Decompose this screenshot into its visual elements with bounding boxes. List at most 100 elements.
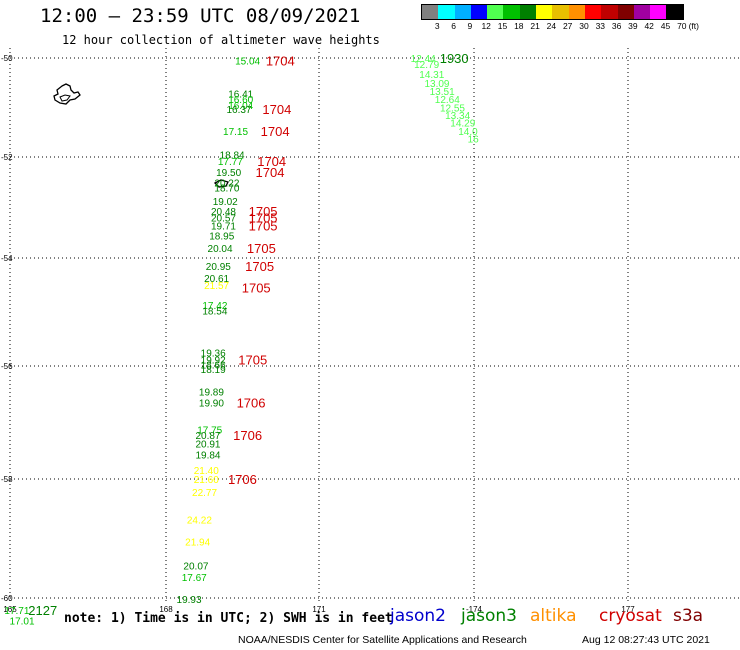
pass-time-label: 1704: [256, 165, 285, 180]
wave-height-label: 20.07: [183, 561, 208, 572]
wave-height-label: 18.95: [209, 231, 234, 242]
latitude-labels: -50 -52 -54 -56 -58 -60: [1, 54, 13, 603]
color-scale-label: 42: [644, 21, 654, 31]
wave-height-label: 24.22: [187, 515, 212, 526]
color-scale-cell: [536, 5, 553, 19]
wave-height-label: 20.87: [195, 431, 220, 442]
chart-subtitle: 12 hour collection of altimeter wave hei…: [62, 33, 380, 47]
wave-height-label: 16.37: [226, 105, 251, 116]
wave-height-label: 19.92: [201, 356, 226, 367]
pass-time-label: 1706: [237, 396, 266, 411]
pass-time-label: 1705: [247, 241, 276, 256]
wave-height-label: 19.71: [211, 222, 236, 233]
wave-height-label: 17.75: [197, 425, 222, 436]
pass-time-label: 2127: [28, 603, 57, 618]
wave-height-label: 12.79: [414, 60, 439, 71]
pass-time-label: 1705: [249, 204, 278, 219]
pass-time-label: 1704: [257, 154, 286, 169]
longitude-label: 171: [312, 605, 326, 614]
units-note: note: 1) Time is in UTC; 2) SWH is in fe…: [64, 611, 393, 626]
latitude-label: -60: [1, 594, 13, 603]
color-scale-label: 33: [595, 21, 606, 31]
satellite-altika-label: altika: [530, 606, 577, 626]
color-scale-cell: [470, 5, 488, 19]
latitude-label: -56: [1, 362, 13, 371]
latitude-label: -58: [1, 475, 13, 484]
wave-height-label: 20.22: [214, 178, 239, 189]
color-scale-label: 27: [562, 21, 573, 31]
color-scale-label: 12: [481, 21, 491, 31]
wave-height-label: 18.70: [214, 183, 239, 194]
satellite-s3a-label: s3a: [673, 606, 704, 626]
footer-credit: NOAA/NESDIS Center for Satellite Applica…: [238, 634, 527, 646]
pass-time-label: 1704: [266, 53, 295, 68]
wave-height-label: 18.84: [220, 151, 245, 162]
pass-time-label: 1930: [440, 51, 469, 66]
pass-time-label: 1705: [242, 281, 271, 296]
wave-height-label: 16.60: [228, 95, 253, 106]
wave-height-label: 22.77: [192, 488, 217, 499]
color-scale-cell: [487, 5, 504, 19]
satellite-jason2-label: jason2: [390, 606, 446, 626]
color-scale-label: 15: [497, 21, 508, 31]
wave-height-label: 20.61: [204, 274, 229, 285]
pass-time-label: 1704: [261, 124, 290, 139]
pass-time-label: 1704: [262, 102, 291, 117]
longitude-label: 168: [159, 605, 173, 614]
color-scale-cell: [552, 5, 569, 19]
color-scale-label: 9: [467, 21, 473, 31]
color-scale-cell: [584, 5, 602, 19]
wave-height-label: 19.50: [216, 168, 241, 179]
color-scale-labels: 3 6 9 12 15 18 21 24 27 30 33 36 39 42 45 70 (ft): [421, 20, 699, 34]
color-scale-label: 39: [628, 21, 638, 31]
wave-height-label: 16.04: [228, 101, 253, 112]
color-scale-cell: [422, 5, 439, 19]
wave-height-label: 19.90: [199, 399, 224, 410]
wave-height-label: 17.15: [223, 127, 248, 138]
wave-height-label: 20.57: [211, 214, 236, 225]
wave-height-label: 21.40: [194, 466, 219, 477]
wave-height-label: 21.94: [185, 537, 210, 548]
satellite-cryosat-label: cryosat: [599, 606, 662, 626]
color-scale-cell: [568, 5, 585, 19]
wave-height-label: 14.29: [450, 118, 475, 129]
color-scale-label: 24: [546, 21, 557, 31]
color-scale-cell: [650, 5, 667, 19]
pass-time-label: 1706: [233, 428, 262, 443]
latitude-label: -52: [1, 153, 13, 162]
wave-height-label: 12.44: [411, 54, 436, 65]
wave-height-label: 13.34: [445, 111, 470, 122]
color-scale-legend: 3 6 9 12 15 18 21 24 27 30 33 36 39 42 45 70 (ft): [421, 4, 699, 34]
auckland-islands-inner: [59, 94, 71, 102]
color-scale-bar: [421, 4, 684, 20]
wave-height-label: 19.93: [177, 595, 202, 606]
longitude-label: 165: [3, 605, 17, 614]
satellite-jason3-label: jason3: [461, 606, 517, 626]
pass-time-label: 1705: [249, 219, 278, 234]
wave-height-label: 20.04: [208, 244, 233, 255]
wave-height-label: 17.42: [202, 301, 227, 312]
color-scale-label: 3: [434, 21, 440, 31]
wave-height-label: 14.0: [458, 127, 478, 138]
color-scale-cell: [666, 5, 683, 19]
wave-height-label: 13.09: [424, 79, 449, 90]
wave-height-label: 19.36: [201, 349, 226, 360]
color-scale-cell: [601, 5, 618, 19]
color-scale-cell: [617, 5, 634, 19]
wave-height-label: 19.02: [213, 197, 238, 208]
chart-title: 12:00 – 23:59 UTC 08/09/2021: [40, 5, 361, 27]
color-scale-label: 70: [677, 21, 687, 31]
graticule-grid: [9, 48, 740, 603]
wave-height-label: 18.19: [201, 365, 226, 376]
wave-height-label: 16.41: [228, 90, 253, 101]
color-scale-cell: [633, 5, 651, 19]
wave-height-label: 18.54: [202, 306, 227, 317]
color-scale-label: 36: [611, 21, 622, 31]
wave-height-label: 20.48: [211, 207, 236, 218]
wave-height-label: 20.95: [206, 262, 231, 273]
wave-height-label: 12.64: [435, 95, 460, 106]
wave-height-label: 21.60: [194, 475, 219, 486]
wave-height-label: 15.04: [235, 56, 260, 67]
